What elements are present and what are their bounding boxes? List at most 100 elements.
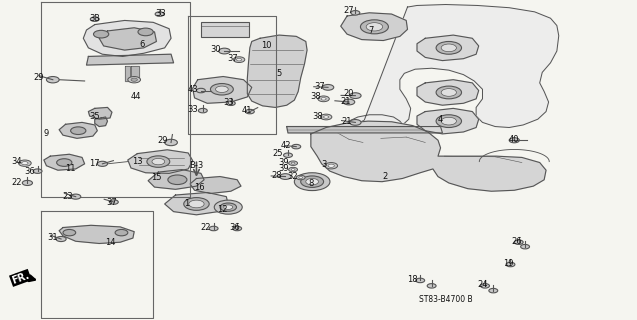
Circle shape [71, 194, 81, 199]
Circle shape [56, 236, 66, 242]
Circle shape [289, 167, 297, 172]
Circle shape [131, 78, 138, 81]
Circle shape [57, 159, 72, 166]
Circle shape [328, 164, 334, 167]
Text: 37: 37 [106, 197, 117, 206]
Text: 34: 34 [11, 157, 22, 166]
Text: FR.: FR. [10, 270, 31, 286]
Text: 5: 5 [276, 69, 282, 78]
Text: 25: 25 [272, 149, 282, 158]
Circle shape [322, 84, 334, 90]
Circle shape [289, 161, 297, 165]
Circle shape [94, 30, 109, 38]
Polygon shape [417, 80, 478, 105]
Polygon shape [311, 121, 546, 191]
Circle shape [97, 161, 108, 166]
Circle shape [152, 158, 165, 165]
Circle shape [90, 17, 99, 21]
Text: 15: 15 [151, 173, 162, 182]
Circle shape [436, 42, 462, 54]
Polygon shape [99, 28, 157, 50]
Text: 19: 19 [503, 259, 513, 268]
Text: 33: 33 [223, 98, 234, 107]
Circle shape [480, 284, 489, 288]
Polygon shape [287, 126, 443, 133]
Text: 21: 21 [342, 116, 352, 126]
Circle shape [366, 23, 383, 31]
Circle shape [520, 244, 529, 249]
Circle shape [198, 108, 207, 113]
Circle shape [214, 200, 242, 214]
Circle shape [324, 116, 329, 118]
Circle shape [318, 96, 329, 102]
Circle shape [350, 93, 361, 99]
Circle shape [320, 114, 332, 120]
Text: 37: 37 [227, 54, 238, 63]
Circle shape [416, 278, 425, 283]
Circle shape [441, 117, 457, 125]
Polygon shape [44, 154, 85, 170]
Polygon shape [131, 66, 140, 79]
Circle shape [196, 88, 205, 93]
Circle shape [436, 115, 462, 127]
Text: 20: 20 [344, 89, 354, 98]
Circle shape [209, 226, 218, 231]
Polygon shape [344, 4, 559, 146]
Polygon shape [341, 13, 408, 41]
Text: 13: 13 [132, 157, 143, 166]
Text: 42: 42 [280, 141, 290, 150]
Polygon shape [192, 76, 252, 103]
Polygon shape [190, 177, 241, 194]
Circle shape [296, 175, 305, 180]
Text: 12: 12 [217, 205, 227, 214]
Text: 11: 11 [66, 164, 76, 173]
Circle shape [343, 99, 355, 105]
Text: 17: 17 [89, 159, 100, 168]
Circle shape [436, 86, 462, 99]
Circle shape [506, 262, 515, 267]
Polygon shape [83, 20, 171, 56]
Circle shape [215, 86, 228, 92]
Circle shape [233, 57, 245, 62]
Circle shape [18, 160, 31, 166]
Polygon shape [95, 117, 108, 126]
Circle shape [291, 169, 295, 171]
Text: 10: 10 [261, 41, 271, 51]
Circle shape [236, 58, 241, 61]
Circle shape [115, 229, 128, 236]
Text: 2: 2 [383, 172, 388, 181]
Circle shape [183, 197, 209, 210]
Text: 33: 33 [155, 9, 166, 18]
Circle shape [226, 101, 235, 106]
Text: 6: 6 [139, 40, 145, 49]
Circle shape [110, 200, 118, 204]
Text: 16: 16 [194, 183, 204, 192]
Circle shape [22, 180, 32, 186]
Polygon shape [165, 193, 228, 215]
Circle shape [294, 173, 330, 191]
Polygon shape [87, 54, 173, 65]
Text: 22: 22 [200, 223, 211, 232]
Polygon shape [89, 108, 112, 119]
Circle shape [33, 169, 42, 173]
Text: 29: 29 [157, 136, 168, 145]
Circle shape [128, 76, 141, 83]
Circle shape [224, 205, 233, 209]
Polygon shape [247, 35, 307, 108]
Polygon shape [417, 35, 478, 60]
Circle shape [306, 179, 318, 185]
Polygon shape [59, 123, 97, 138]
Circle shape [22, 162, 28, 165]
Circle shape [301, 176, 324, 188]
Text: 23: 23 [62, 192, 73, 201]
Circle shape [514, 240, 523, 244]
Text: 24: 24 [477, 280, 488, 289]
Text: 39: 39 [278, 158, 289, 167]
Text: 29: 29 [34, 73, 44, 82]
Text: 36: 36 [229, 223, 240, 232]
Circle shape [283, 153, 292, 157]
Bar [201, 22, 248, 37]
Text: 36: 36 [24, 167, 34, 176]
Circle shape [509, 138, 519, 143]
Circle shape [299, 177, 303, 179]
